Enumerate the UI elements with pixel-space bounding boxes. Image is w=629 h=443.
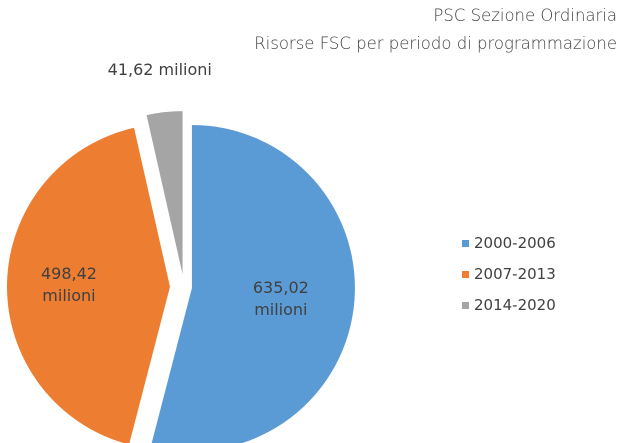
data-label: 635,02 milioni bbox=[252, 278, 309, 320]
legend-swatch bbox=[462, 270, 469, 278]
legend-label: 2007-2013 bbox=[474, 265, 556, 283]
chart-subtitle: Risorse FSC per periodo di programmazion… bbox=[254, 34, 617, 53]
legend-label: 2014-2020 bbox=[474, 296, 556, 314]
pie-slice bbox=[151, 125, 355, 443]
legend-item: 2014-2020 bbox=[462, 296, 556, 314]
legend-swatch bbox=[462, 301, 469, 309]
legend-item: 2000-2006 bbox=[462, 234, 556, 252]
data-label: 41,62 milioni bbox=[107, 59, 212, 79]
pie-slice bbox=[7, 127, 171, 443]
legend-swatch bbox=[462, 239, 469, 247]
data-label: 498,42 milioni bbox=[40, 264, 97, 306]
legend-label: 2000-2006 bbox=[474, 234, 556, 252]
pie-slice bbox=[146, 111, 183, 275]
chart-title: PSC Sezione Ordinaria bbox=[433, 6, 617, 25]
legend-item: 2007-2013 bbox=[462, 265, 556, 283]
